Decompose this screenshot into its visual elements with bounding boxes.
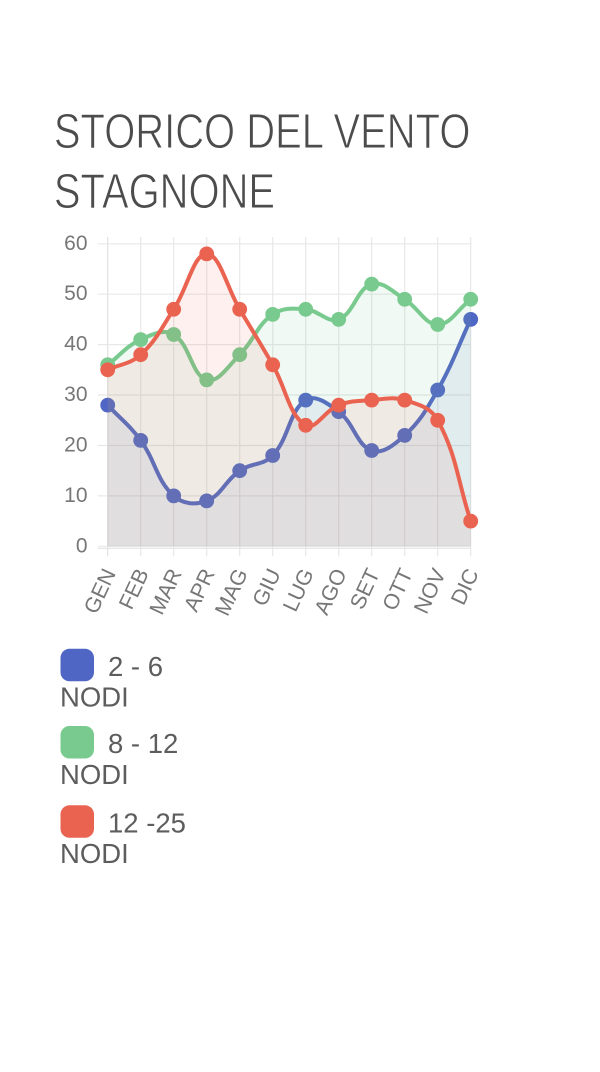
svg-text:NODI: NODI <box>60 682 129 713</box>
svg-text:STORICO DEL VENTO: STORICO DEL VENTO <box>54 103 470 159</box>
svg-text:2 - 6: 2 - 6 <box>108 651 163 682</box>
svg-text:12 -25: 12 -25 <box>108 807 186 838</box>
svg-text:30: 30 <box>64 383 87 406</box>
svg-text:NODI: NODI <box>60 838 129 869</box>
svg-text:0: 0 <box>76 534 88 557</box>
svg-text:STAGNONE: STAGNONE <box>54 163 275 219</box>
svg-text:10: 10 <box>64 484 87 507</box>
svg-text:8 - 12: 8 - 12 <box>108 728 178 759</box>
svg-text:50: 50 <box>64 282 87 305</box>
svg-text:20: 20 <box>64 434 87 457</box>
svg-text:NODI: NODI <box>60 759 129 790</box>
svg-text:60: 60 <box>64 232 87 255</box>
svg-text:40: 40 <box>64 333 87 356</box>
